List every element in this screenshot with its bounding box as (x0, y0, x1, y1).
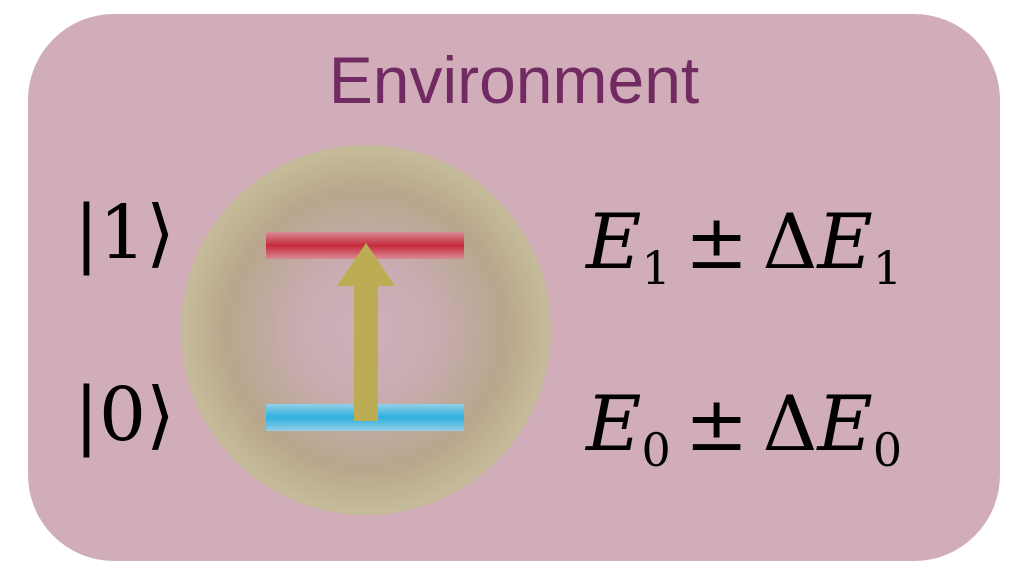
energy-subscript: 0 (641, 423, 671, 477)
energy-symbol: E (586, 197, 642, 286)
ket-one-number: 1 (98, 190, 147, 276)
plus-minus-sign: ± (684, 197, 749, 286)
plus-minus-sign: ± (684, 379, 749, 468)
energy-subscript: 1 (641, 241, 671, 295)
energy-subscript: 0 (872, 423, 903, 477)
energy-subscript: 1 (872, 241, 903, 295)
environment-title: Environment (328, 43, 700, 117)
delta-symbol: Δ (762, 197, 818, 286)
energy-symbol: E (586, 379, 642, 468)
delta-symbol: Δ (762, 379, 818, 468)
ket-angle: ⟩ (146, 372, 175, 458)
ground-energy-label: E0 ± ΔE0 (586, 378, 902, 480)
ket-angle: ⟩ (146, 190, 175, 276)
energy-symbol: E (817, 379, 873, 468)
energy-symbol: E (817, 197, 873, 286)
excitation-arrow (337, 243, 395, 421)
ket-zero-number: 0 (98, 372, 147, 458)
ket-zero-label: |0⟩ (74, 370, 175, 460)
ket-bar: | (74, 190, 99, 276)
ket-one-label: |1⟩ (74, 188, 175, 278)
ket-bar: | (74, 372, 99, 458)
excited-energy-label: E1 ± ΔE1 (586, 196, 902, 298)
